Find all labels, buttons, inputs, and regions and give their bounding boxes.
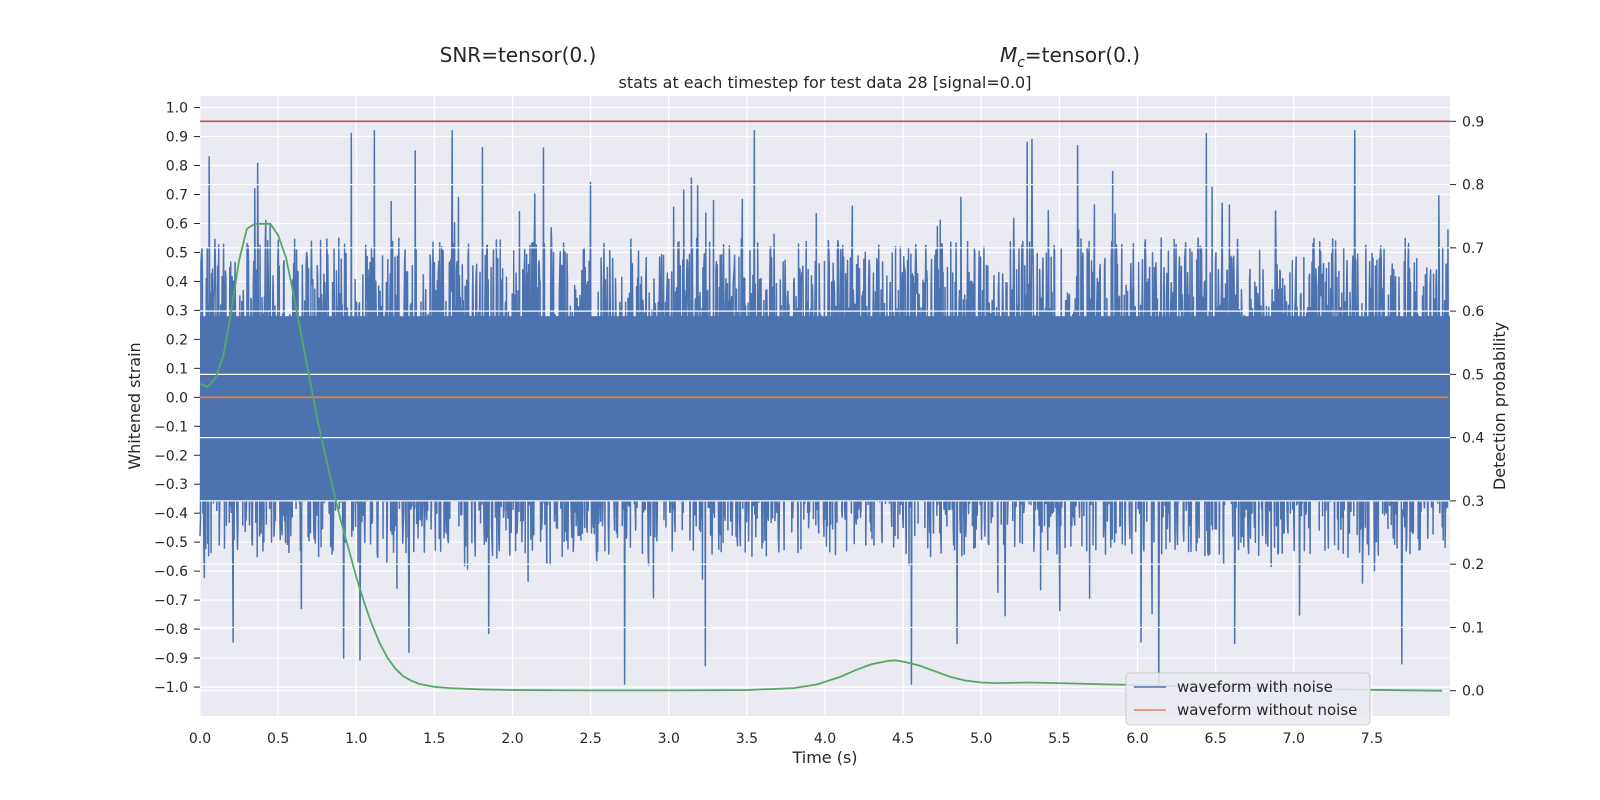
chart-title: stats at each timestep for test data 28 …: [619, 73, 1032, 92]
chirp-mass-subscript: c: [1017, 55, 1025, 71]
y-left-tick-label: −0.5: [154, 535, 188, 551]
y-left-tick-label: 1.0: [166, 101, 188, 117]
y-left-tick-label: 0.3: [166, 303, 188, 319]
y-right-tick-label: 0.3: [1462, 494, 1484, 510]
y-left-tick-label: −0.6: [154, 564, 188, 580]
y-left-tick-label: 0.6: [166, 216, 188, 232]
x-tick-label: 3.5: [736, 731, 758, 747]
y-left-tick-label: −0.1: [154, 419, 188, 435]
x-tick-label: 2.5: [579, 731, 601, 747]
y-left-tick-label: 0.7: [166, 188, 188, 204]
x-tick-label: 7.0: [1283, 731, 1305, 747]
x-axis-label: Time (s): [791, 748, 857, 767]
x-tick-label: 2.0: [501, 731, 523, 747]
x-tick-label: 5.5: [1048, 731, 1070, 747]
x-tick-label: 1.5: [423, 731, 445, 747]
y-left-tick-label: 0.4: [166, 274, 188, 290]
x-tick-label: 4.5: [892, 731, 914, 747]
y-left-axis-label: Whitened strain: [125, 342, 144, 469]
y-right-tick-label: 0.4: [1462, 431, 1484, 447]
y-right-tick-label: 0.5: [1462, 367, 1484, 383]
chirp-mass-title: Mc=tensor(0.): [1000, 43, 1140, 71]
noise-series: [199, 130, 1450, 685]
x-tick-label: 5.0: [970, 731, 992, 747]
x-tick-label: 3.0: [658, 731, 680, 747]
y-right-tick-label: 0.2: [1462, 557, 1484, 573]
detection-probability-line: [199, 222, 1443, 692]
axes: 0.0 0.5 1.0 1.5 2.0 2.5 3.0 3.5 4.0 4.5 5.0 5.5 6.0 6…: [154, 101, 1484, 747]
y-left-tick-label: 0.8: [166, 159, 188, 175]
y-right-tick-label: 0.8: [1462, 178, 1484, 194]
y-left-tick-label: −0.3: [154, 477, 188, 493]
y-left-tick-label: 0.0: [166, 390, 188, 406]
x-tick-label: 1.0: [345, 731, 367, 747]
legend-box: [1125, 672, 1371, 726]
snr-title: SNR=tensor(0.): [440, 43, 597, 67]
y-right-tick-label: 0.1: [1462, 620, 1484, 636]
chirp-mass-symbol: M: [1000, 43, 1017, 67]
y-left-tick-label: −0.4: [154, 506, 188, 522]
y-left-tick-label: −1.0: [154, 680, 188, 696]
y-right-tick-label: 0.9: [1462, 114, 1484, 130]
y-right-axis-label: Detection probability: [1490, 322, 1509, 490]
y-right-tick-label: 0.6: [1462, 304, 1484, 320]
legend-label-clean: waveform without noise: [1177, 701, 1357, 719]
y-left-tick-label: 0.9: [166, 130, 188, 146]
y-left-tick-label: 0.1: [166, 361, 188, 377]
x-tick-label: 0.5: [267, 731, 289, 747]
y-left-tick-label: −0.9: [154, 651, 188, 667]
x-tick-label: 0.0: [189, 731, 211, 747]
x-tick-label: 6.5: [1204, 731, 1226, 747]
x-tick-label: 4.0: [814, 731, 836, 747]
noise-core-band: [200, 316, 1450, 502]
y-right-tick-label: 0.0: [1462, 684, 1484, 700]
x-tick-label: 7.5: [1361, 731, 1383, 747]
x-tick-label: 6.0: [1126, 731, 1148, 747]
y-left-tick-label: −0.7: [154, 593, 188, 609]
y-left-tick-label: 0.2: [166, 332, 188, 348]
y-left-tick-label: 0.5: [166, 245, 188, 261]
y-right-tick-label: 0.7: [1462, 241, 1484, 257]
y-left-tick-label: −0.2: [154, 448, 188, 464]
legend: waveform with noise waveform without noi…: [1125, 672, 1371, 726]
y-left-tick-label: −0.8: [154, 622, 188, 638]
chirp-mass-value: =tensor(0.): [1025, 43, 1140, 67]
line-series: [199, 120, 1450, 692]
legend-label-noise: waveform with noise: [1177, 678, 1333, 696]
